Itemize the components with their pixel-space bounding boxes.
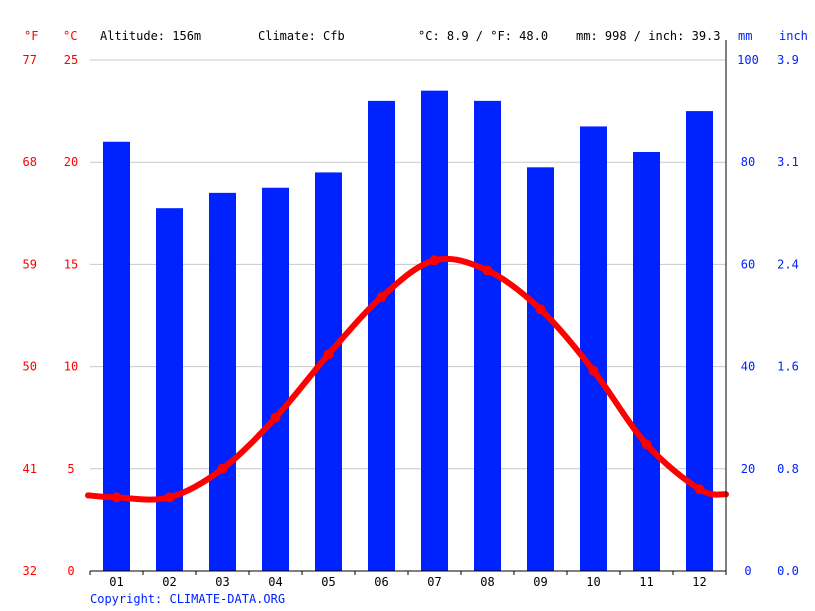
fahrenheit-tick-label: 41 [23,462,37,476]
mm-tick-label: 20 [741,462,755,476]
mm-tick-label: 60 [741,257,755,271]
precipitation-bar-08 [474,100,501,571]
month-label-01: 01 [109,575,123,589]
temperature-point-06 [376,292,387,303]
temperature-point-04 [270,412,281,423]
temperature-curve [85,255,729,503]
precipitation-average-label: mm: 998 / inch: 39.3 [576,29,721,43]
month-label-08: 08 [480,575,494,589]
inch-tick-label: 0.8 [777,462,799,476]
gridlines [90,59,726,470]
precipitation-bar-11 [633,151,660,572]
celsius-tick-label: 0 [67,564,74,578]
inch-tick-label: 3.1 [777,155,799,169]
month-label-02: 02 [162,575,176,589]
temperature-line [85,255,729,503]
celsius-tick-label: 25 [64,53,78,67]
temperature-point-08 [482,265,493,276]
month-label-11: 11 [639,575,653,589]
mm-tick-label: 80 [741,155,755,169]
month-label-05: 05 [321,575,335,589]
month-label-12: 12 [692,575,706,589]
temperature-point-05 [323,349,334,360]
temperature-point-11 [641,439,652,450]
month-label-10: 10 [586,575,600,589]
temperature-point-03 [217,463,228,474]
precipitation-bar-07 [421,90,448,571]
precipitation-bars [103,90,713,572]
mm-tick-label: 100 [737,53,759,67]
precipitation-bar-03 [209,192,236,572]
fahrenheit-tick-label: 77 [23,53,37,67]
fahrenheit-tick-label: 50 [23,360,37,374]
inch-unit-label: inch [779,29,808,43]
axes [89,40,727,575]
fahrenheit-unit-label: °F [24,29,38,43]
precipitation-bar-06 [368,100,395,571]
celsius-tick-label: 5 [67,462,74,476]
inch-tick-label: 3.9 [777,53,799,67]
inch-tick-label: 0.0 [777,564,799,578]
precipitation-bar-12 [686,111,713,571]
temperature-point-07 [429,255,440,266]
precipitation-bar-05 [315,172,342,572]
fahrenheit-tick-label: 59 [23,257,37,271]
header-row: °F °C Altitude: 156m Climate: Cfb °C: 8.… [24,29,808,43]
inch-tick-label: 1.6 [777,360,799,374]
celsius-tick-label: 20 [64,155,78,169]
month-label-04: 04 [268,575,282,589]
temperature-average-label: °C: 8.9 / °F: 48.0 [418,29,548,43]
temperature-point-09 [535,304,546,315]
precipitation-bar-04 [262,187,289,571]
fahrenheit-tick-label: 32 [23,564,37,578]
precipitation-bar-09 [527,167,554,571]
month-label-06: 06 [374,575,388,589]
inch-tick-label: 2.4 [777,257,799,271]
climate-label: Climate: Cfb [258,29,345,43]
celsius-tick-label: 15 [64,257,78,271]
celsius-tick-label: 10 [64,360,78,374]
temperature-point-12 [694,484,705,495]
celsius-unit-label: °C [63,29,77,43]
mm-tick-label: 40 [741,360,755,374]
month-label-09: 09 [533,575,547,589]
month-label-03: 03 [215,575,229,589]
temperature-point-01 [111,492,122,503]
precipitation-bar-10 [580,126,607,572]
month-label-07: 07 [427,575,441,589]
precipitation-bar-02 [156,208,183,571]
tick-labels: 32415059687705101520250204060801000.00.8… [23,53,799,589]
fahrenheit-tick-label: 68 [23,155,37,169]
precipitation-bar-01 [103,141,130,571]
temperature-point-02 [164,492,175,503]
copyright-text: Copyright: CLIMATE-DATA.ORG [90,592,286,606]
altitude-label: Altitude: 156m [100,29,201,43]
mm-unit-label: mm [738,29,752,43]
temperature-point-10 [588,365,599,376]
mm-tick-label: 0 [744,564,751,578]
